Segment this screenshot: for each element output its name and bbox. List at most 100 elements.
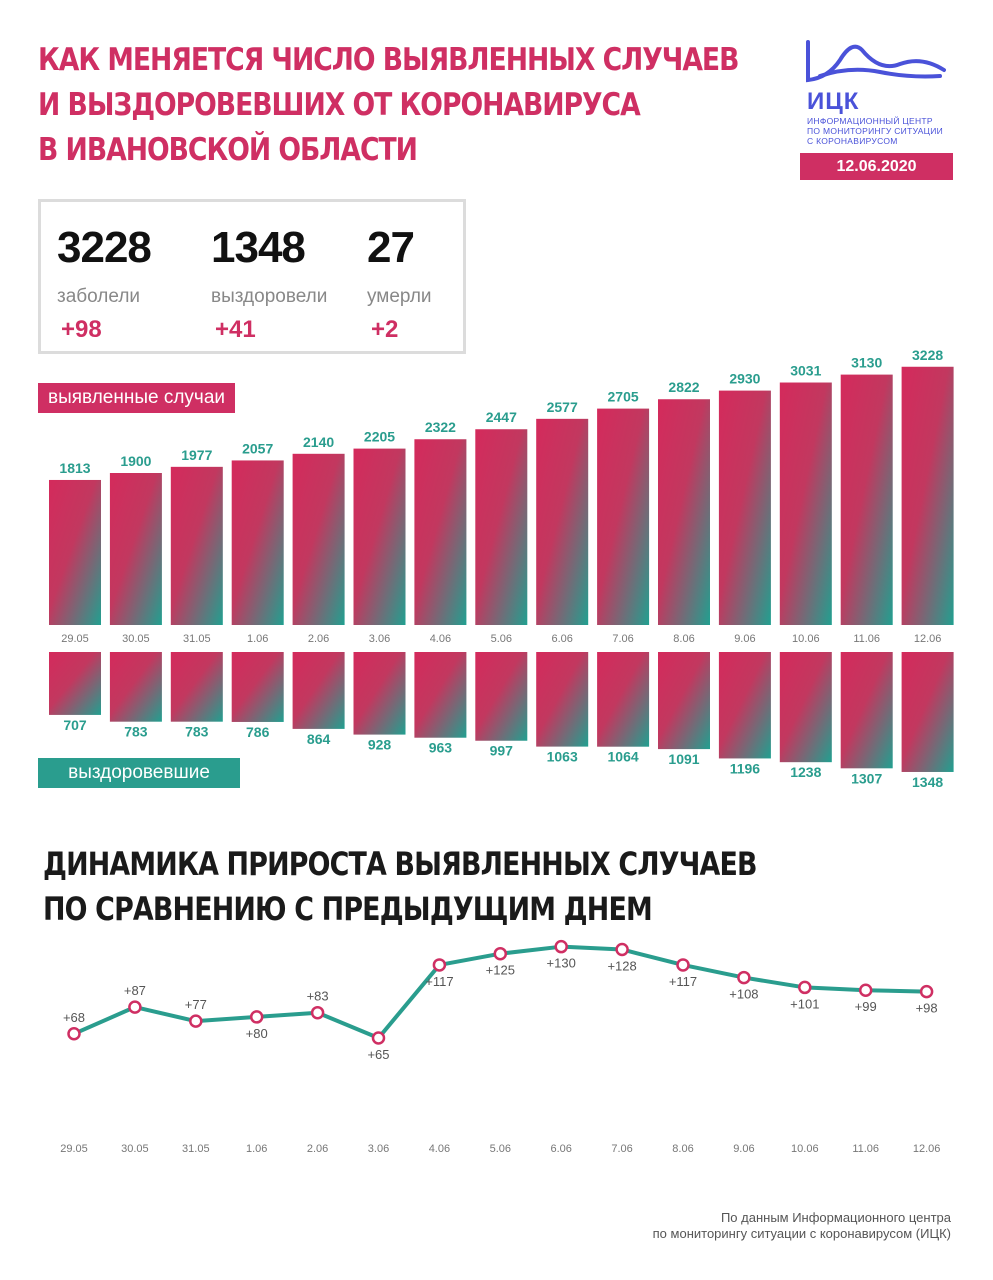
- date-badge: 12.06.2020: [800, 153, 953, 180]
- logo-abbr: ИЦК: [807, 88, 860, 115]
- bar-recovered-label: 1307: [851, 770, 882, 786]
- stat-deaths-value: 27: [367, 223, 415, 272]
- bar-recovered-label: 1091: [668, 751, 699, 767]
- bar-recovered: [475, 652, 528, 741]
- title-line: В ИВАНОВСКОЙ ОБЛАСТИ: [38, 132, 418, 168]
- bar-recovered-label: 786: [246, 724, 270, 740]
- category-label: 10.06: [791, 1143, 819, 1155]
- bar-recovered-label: 1348: [912, 774, 943, 790]
- growth-point: [737, 970, 751, 985]
- bar-cases-label: 3228: [912, 347, 943, 363]
- title-line: И ВЫЗДОРОВЕВШИХ ОТ КОРОНАВИРУСА: [38, 87, 641, 123]
- bar-cases: [536, 418, 589, 625]
- growth-point: [128, 1000, 142, 1014]
- category-label: 6.06: [550, 1143, 571, 1155]
- bar-recovered-label: 1064: [608, 749, 639, 765]
- bar-cases: [475, 429, 528, 625]
- bar-recovered-label: 1238: [790, 764, 821, 780]
- line-chart: +68 29.05 +87 30.05 +77 31.05 +80 1.06 +83 2.06 +6…: [60, 939, 941, 1155]
- growth-point: [919, 984, 934, 999]
- growth-point: [615, 942, 629, 957]
- bar-cases: [658, 399, 710, 625]
- growth-point-label: +128: [607, 958, 636, 973]
- category-label: 7.06: [612, 633, 633, 645]
- category-label: 29.05: [61, 633, 89, 645]
- stat-cases-delta: +98: [61, 316, 102, 343]
- bar-recovered-label: 997: [490, 743, 514, 759]
- category-label: 7.06: [611, 1143, 632, 1155]
- bar-cases: [49, 479, 101, 625]
- bar-recovered-label: 1196: [730, 760, 761, 776]
- bar-cases-label: 2140: [303, 434, 334, 450]
- category-label: 8.06: [673, 633, 694, 645]
- bar-recovered: [536, 652, 589, 747]
- category-label: 1.06: [247, 633, 268, 645]
- bar-recovered-label: 864: [307, 731, 331, 747]
- growth-point-label: +101: [790, 996, 819, 1011]
- growth-point-label: +98: [916, 1001, 938, 1016]
- bar-cases: [414, 439, 467, 625]
- title-line: КАК МЕНЯЕТСЯ ЧИСЛО ВЫЯВЛЕННЫХ СЛУЧАЕВ: [38, 42, 739, 78]
- recovered-tag: выздоровевшие: [38, 758, 240, 788]
- bar-cases: [109, 473, 162, 625]
- category-label: 5.06: [491, 633, 512, 645]
- bar-chart: 1813 29.05 707 1900 30.05 783 1977 31.05 783 2057…: [49, 347, 954, 790]
- category-label: 31.05: [183, 633, 211, 645]
- source-line: по мониторингу ситуации с коронавирусом …: [652, 1226, 951, 1241]
- page-title: КАК МЕНЯЕТСЯ ЧИСЛО ВЫЯВЛЕННЫХ СЛУЧАЕВ И …: [38, 38, 739, 173]
- bar-cases: [292, 453, 345, 625]
- logo-sub-line: Информационный центр: [807, 116, 933, 126]
- stat-cases-label: заболели: [57, 286, 141, 307]
- category-label: 12.06: [914, 633, 942, 645]
- stat-cases: 3228 заболели +98: [57, 222, 152, 344]
- growth-point: [432, 958, 447, 972]
- growth-point-label: +117: [425, 974, 453, 989]
- bar-cases-label: 2705: [608, 389, 639, 405]
- growth-point-label: +99: [855, 999, 877, 1014]
- bar-recovered-label: 928: [368, 737, 392, 753]
- category-label: 2.06: [308, 633, 329, 645]
- bar-recovered: [292, 652, 345, 729]
- bar-cases-label: 2057: [242, 440, 273, 456]
- growth-point-label: +80: [246, 1026, 268, 1041]
- stat-deaths: 27 умерли +2: [367, 222, 432, 344]
- bar-cases-label: 1813: [59, 460, 90, 476]
- bar-cases-label: 2322: [425, 419, 456, 435]
- bar-cases: [353, 448, 406, 625]
- bar-recovered: [170, 652, 223, 722]
- bar-recovered: [49, 652, 101, 715]
- stat-deaths-delta: +2: [371, 316, 399, 343]
- category-label: 4.06: [430, 633, 451, 645]
- bar-cases: [170, 466, 223, 625]
- bar-recovered-label: 707: [63, 717, 87, 733]
- category-label: 10.06: [792, 633, 820, 645]
- category-label: 9.06: [733, 1143, 754, 1155]
- bar-recovered: [353, 652, 406, 735]
- category-label: 30.05: [122, 633, 150, 645]
- growth-point: [310, 1005, 325, 1020]
- bar-recovered-label: 963: [429, 740, 453, 756]
- growth-point: [798, 980, 812, 995]
- growth-point: [189, 1014, 203, 1028]
- bar-recovered: [779, 652, 832, 763]
- bar-cases-label: 2930: [729, 371, 760, 387]
- stats-panel: 3228 заболели +98 1348 выздоровели +41 2…: [38, 199, 466, 354]
- category-label: 12.06: [913, 1143, 941, 1155]
- category-label: 3.06: [368, 1143, 389, 1155]
- bar-recovered: [231, 652, 284, 722]
- growth-point-label: +65: [367, 1047, 389, 1062]
- growth-chart-title: ДИНАМИКА ПРИРОСТА ВЫЯВЛЕННЫХ СЛУЧАЕВ ПО …: [43, 842, 757, 932]
- growth-point-label: +83: [307, 989, 329, 1004]
- bar-cases-label: 1977: [181, 447, 212, 463]
- bar-cases: [718, 390, 771, 625]
- growth-point-label: +130: [547, 956, 576, 971]
- stat-cases-value: 3228: [57, 223, 152, 272]
- bar-recovered-label: 1063: [547, 749, 578, 765]
- source-note: По данным Информационного центра по мони…: [653, 1210, 951, 1242]
- growth-point-label: +108: [729, 987, 758, 1002]
- bar-recovered-label: 783: [185, 724, 209, 740]
- category-label: 3.06: [369, 633, 390, 645]
- growth-point-label: +117: [669, 974, 697, 989]
- logo-sub-line: по мониторингу ситуации: [807, 126, 944, 136]
- stat-recovered-value: 1348: [211, 223, 306, 272]
